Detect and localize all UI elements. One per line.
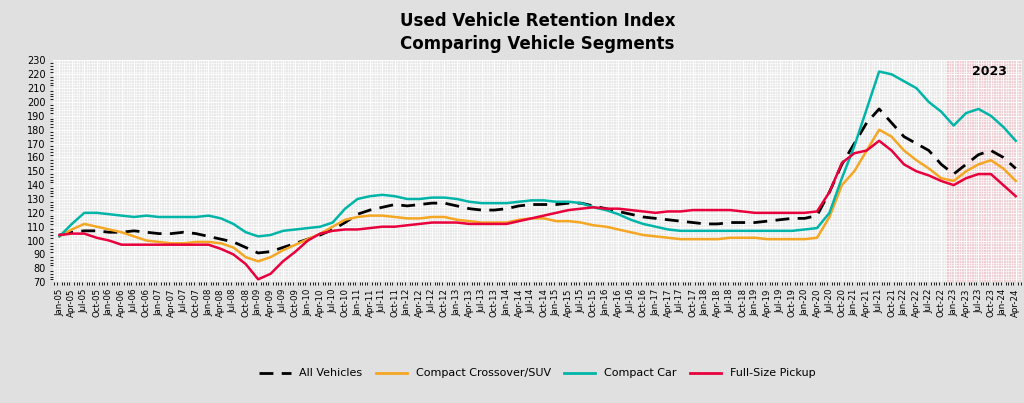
- Compact Crossover/SUV: [376, 213, 388, 218]
- Compact Car: [215, 216, 227, 221]
- Legend: All Vehicles, Compact Crossover/SUV, Compact Car, Full-Size Pickup: All Vehicles, Compact Crossover/SUV, Com…: [255, 364, 820, 383]
- All Vehicles: [252, 251, 264, 256]
- Line: All Vehicles: All Vehicles: [59, 109, 1016, 253]
- Bar: [947, 60, 1022, 282]
- Line: Compact Car: Compact Car: [59, 71, 1016, 237]
- Compact Car: [463, 199, 475, 204]
- Full-Size Pickup: [53, 233, 66, 237]
- Compact Crossover/SUV: [215, 241, 227, 246]
- Compact Crossover/SUV: [550, 219, 562, 224]
- Full-Size Pickup: [475, 222, 487, 226]
- Title: Used Vehicle Retention Index
Comparing Vehicle Segments: Used Vehicle Retention Index Comparing V…: [399, 12, 676, 53]
- All Vehicles: [550, 202, 562, 207]
- Compact Car: [736, 229, 749, 233]
- All Vehicles: [53, 233, 66, 237]
- Compact Car: [364, 194, 376, 199]
- Compact Crossover/SUV: [749, 235, 761, 240]
- Text: 2023: 2023: [972, 64, 1008, 78]
- Line: Compact Crossover/SUV: Compact Crossover/SUV: [59, 130, 1016, 261]
- All Vehicles: [215, 237, 227, 241]
- Full-Size Pickup: [749, 210, 761, 215]
- Compact Car: [1010, 138, 1022, 143]
- Line: Full-Size Pickup: Full-Size Pickup: [59, 141, 1016, 279]
- Full-Size Pickup: [252, 277, 264, 282]
- Full-Size Pickup: [1010, 194, 1022, 199]
- Full-Size Pickup: [873, 138, 886, 143]
- Compact Car: [538, 198, 550, 203]
- Full-Size Pickup: [215, 246, 227, 251]
- Compact Car: [873, 69, 886, 74]
- Full-Size Pickup: [376, 224, 388, 229]
- Compact Crossover/SUV: [53, 234, 66, 239]
- All Vehicles: [1010, 166, 1022, 171]
- Compact Crossover/SUV: [1010, 179, 1022, 183]
- Full-Size Pickup: [550, 210, 562, 215]
- Full-Size Pickup: [116, 242, 128, 247]
- All Vehicles: [749, 220, 761, 225]
- All Vehicles: [116, 230, 128, 235]
- All Vehicles: [873, 106, 886, 111]
- Compact Crossover/SUV: [116, 230, 128, 235]
- All Vehicles: [475, 208, 487, 212]
- All Vehicles: [376, 205, 388, 210]
- Compact Car: [116, 213, 128, 218]
- Compact Car: [53, 234, 66, 239]
- Compact Crossover/SUV: [475, 220, 487, 225]
- Compact Crossover/SUV: [873, 127, 886, 132]
- Compact Crossover/SUV: [252, 259, 264, 264]
